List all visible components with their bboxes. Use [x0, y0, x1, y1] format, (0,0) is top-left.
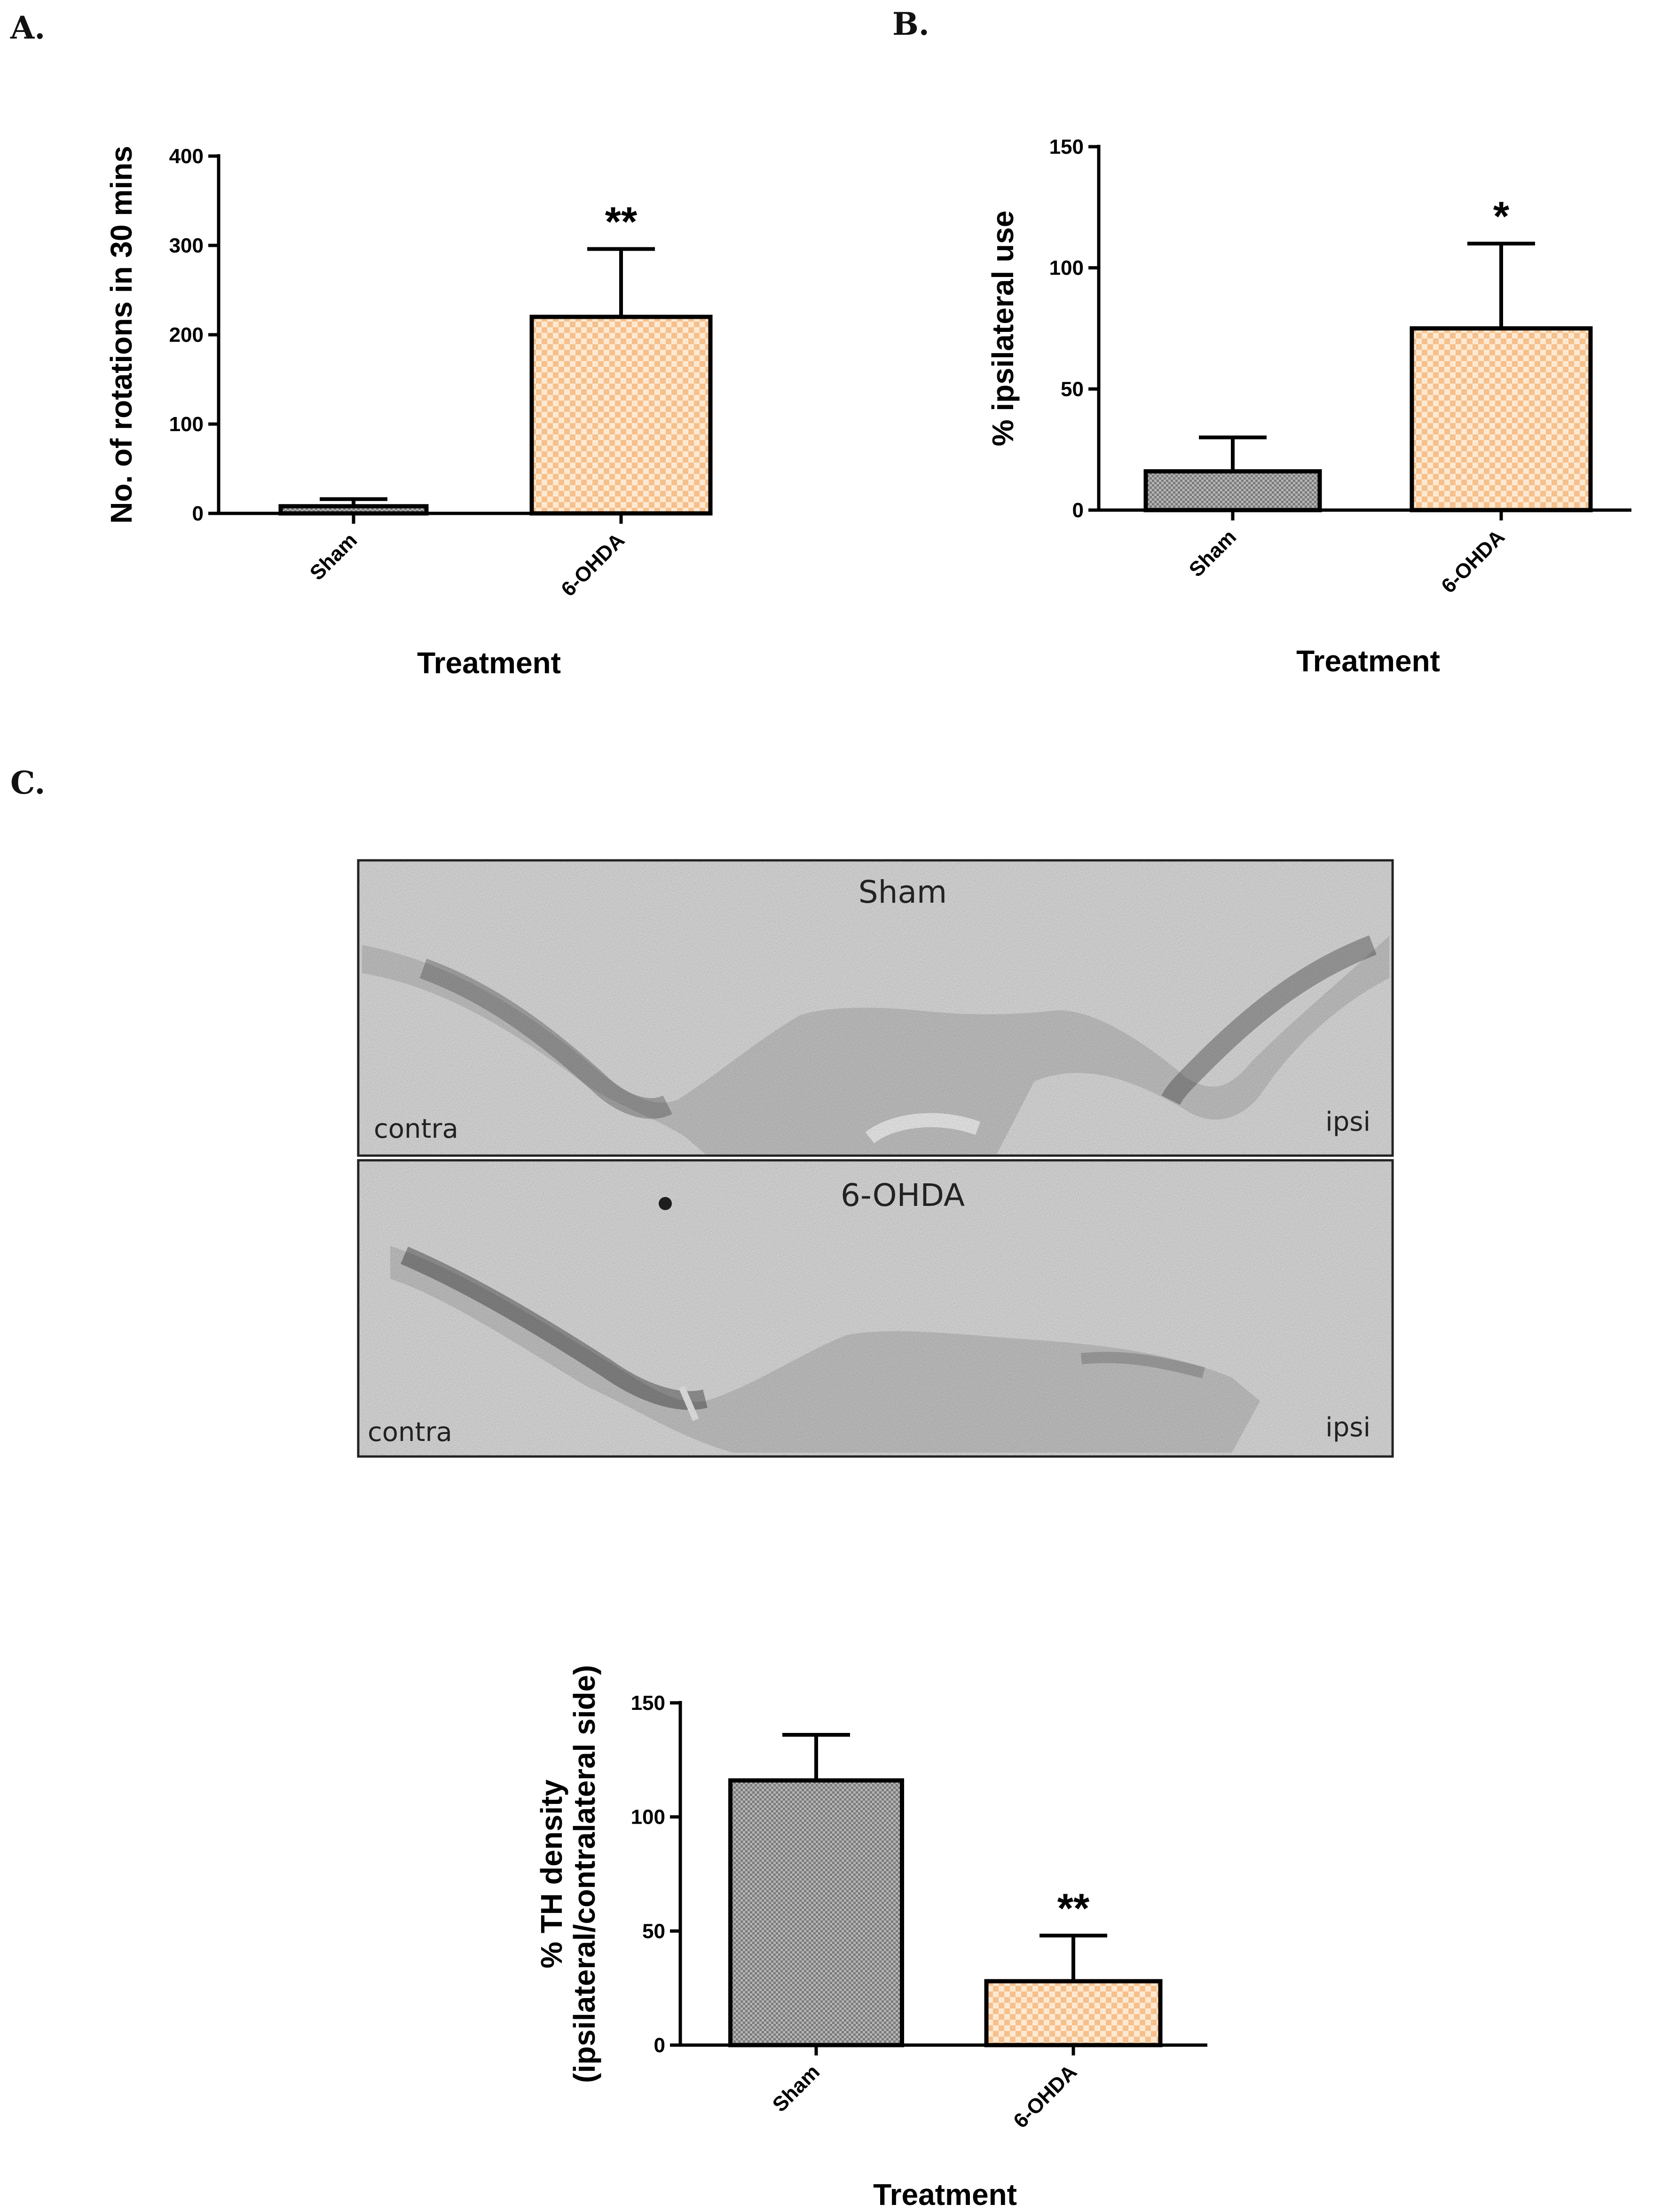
y-axis-title: No. of rotations in 30 mins — [104, 146, 138, 524]
micrograph-6ohda-ipsi-label: ipsi — [1325, 1412, 1370, 1443]
micrograph-6ohda-title: 6-OHDA — [841, 1177, 965, 1213]
chart-th-density: 0 50 100 150 Sham 6-OHDA ** Treatment % TH densi… — [535, 1665, 1207, 2212]
y-tick-label: 100 — [631, 1806, 665, 1829]
panel-letter-a: A. — [10, 9, 45, 46]
y-tick-label: 0 — [1072, 499, 1084, 522]
x-tick-label: Sham — [1185, 525, 1241, 581]
x-axis-title: Treatment — [1296, 644, 1440, 678]
micrograph-sham-ipsi-label: ipsi — [1325, 1107, 1370, 1137]
micrograph-sham-title: Sham — [859, 874, 947, 910]
y-tick-label: 100 — [169, 413, 204, 436]
y-tick-label: 300 — [169, 234, 204, 257]
bar-6-ohda — [529, 315, 713, 516]
y-tick-label: 400 — [169, 145, 204, 168]
x-tick-label: 6-OHDA — [1437, 525, 1509, 598]
x-tick-label: 6-OHDA — [557, 528, 629, 601]
bar-sham — [1143, 469, 1322, 512]
y-tick-label: 0 — [654, 2034, 665, 2057]
significance-marker: ** — [1057, 1885, 1090, 1931]
micrograph-sham: Sham contra ipsi — [357, 859, 1394, 1157]
micrograph-sham-tissue — [360, 862, 1391, 1154]
chart-rotations: 0 100 200 300 400 Sham 6-OHDA ** Treatment No. of… — [104, 145, 713, 680]
y-tick-label: 150 — [1049, 135, 1084, 158]
micrograph-6ohda-contra-label: contra — [368, 1417, 452, 1448]
y-tick-label: 100 — [1049, 257, 1084, 280]
chart-ipsilateral-use: 0 50 100 150 Sham 6-OHDA * Treatment % ipsilater… — [986, 135, 1631, 678]
micrograph-sham-contra-label: contra — [374, 1114, 458, 1144]
bar-sham — [728, 1778, 904, 2047]
panel-letter-c: C. — [10, 764, 45, 801]
bar-6-ohda — [1410, 326, 1593, 512]
x-axis-title: Treatment — [417, 646, 561, 680]
y-axis-title: % ipsilateral use — [986, 211, 1020, 447]
bar-6-ohda — [984, 1979, 1163, 2047]
y-tick-label: 200 — [169, 323, 204, 346]
y-tick-label: 150 — [631, 1692, 665, 1715]
x-tick-label: Sham — [306, 528, 362, 584]
y-axis-title: % TH density — [535, 1779, 568, 1968]
significance-marker: * — [1493, 193, 1510, 239]
x-axis-title: Treatment — [873, 2178, 1017, 2212]
micrograph-6ohda: 6-OHDA contra ipsi — [357, 1159, 1394, 1458]
y-tick-label: 0 — [192, 502, 204, 525]
grain-overlay — [360, 862, 1391, 1154]
x-tick-label: Sham — [768, 2060, 824, 2116]
y-tick-label: 50 — [1061, 378, 1084, 401]
grain-overlay-2 — [360, 1162, 1391, 1455]
y-axis-title-line2: (ipsilateral/contralateral side) — [567, 1665, 601, 2083]
panel-letter-b: B. — [892, 6, 929, 42]
significance-marker: ** — [605, 198, 638, 245]
micrograph-6ohda-tissue — [360, 1162, 1391, 1455]
y-tick-label: 50 — [642, 1920, 665, 1943]
bar-sham — [278, 504, 429, 516]
x-tick-label: 6-OHDA — [1009, 2060, 1081, 2133]
